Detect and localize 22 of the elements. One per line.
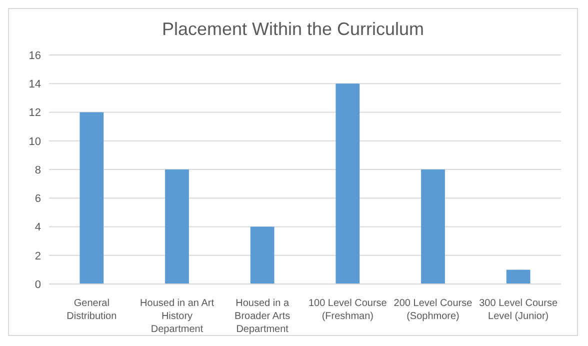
bar: [165, 170, 189, 284]
bar: [250, 226, 274, 284]
y-tick-label: 10: [28, 136, 41, 148]
x-tick-label: Housed in an Art History Department: [140, 298, 214, 335]
y-tick-label: 4: [34, 222, 41, 234]
y-tick-label: 2: [34, 250, 41, 262]
y-tick-label: 16: [28, 50, 41, 62]
x-tick-label: General Distribution: [66, 298, 117, 322]
y-tick-label: 0: [34, 278, 41, 291]
x-tick-label: Housed in a Broader Arts Department: [234, 298, 290, 335]
bar: [80, 112, 104, 284]
x-tick-label: 300 Level Course Level (Junior): [479, 298, 558, 322]
y-tick-label: 14: [28, 78, 41, 91]
x-tick-label: 200 Level Course (Sophmore): [394, 298, 473, 322]
bar: [336, 84, 360, 284]
y-tick-label: 8: [34, 164, 41, 176]
bar: [506, 270, 530, 284]
bar: [421, 170, 445, 284]
y-tick-label: 6: [34, 193, 41, 206]
y-tick-label: 12: [28, 107, 41, 120]
x-tick-label: 100 Level Course (Freshman): [308, 298, 388, 322]
chart-title: Placement Within the Curriculum: [160, 18, 426, 41]
